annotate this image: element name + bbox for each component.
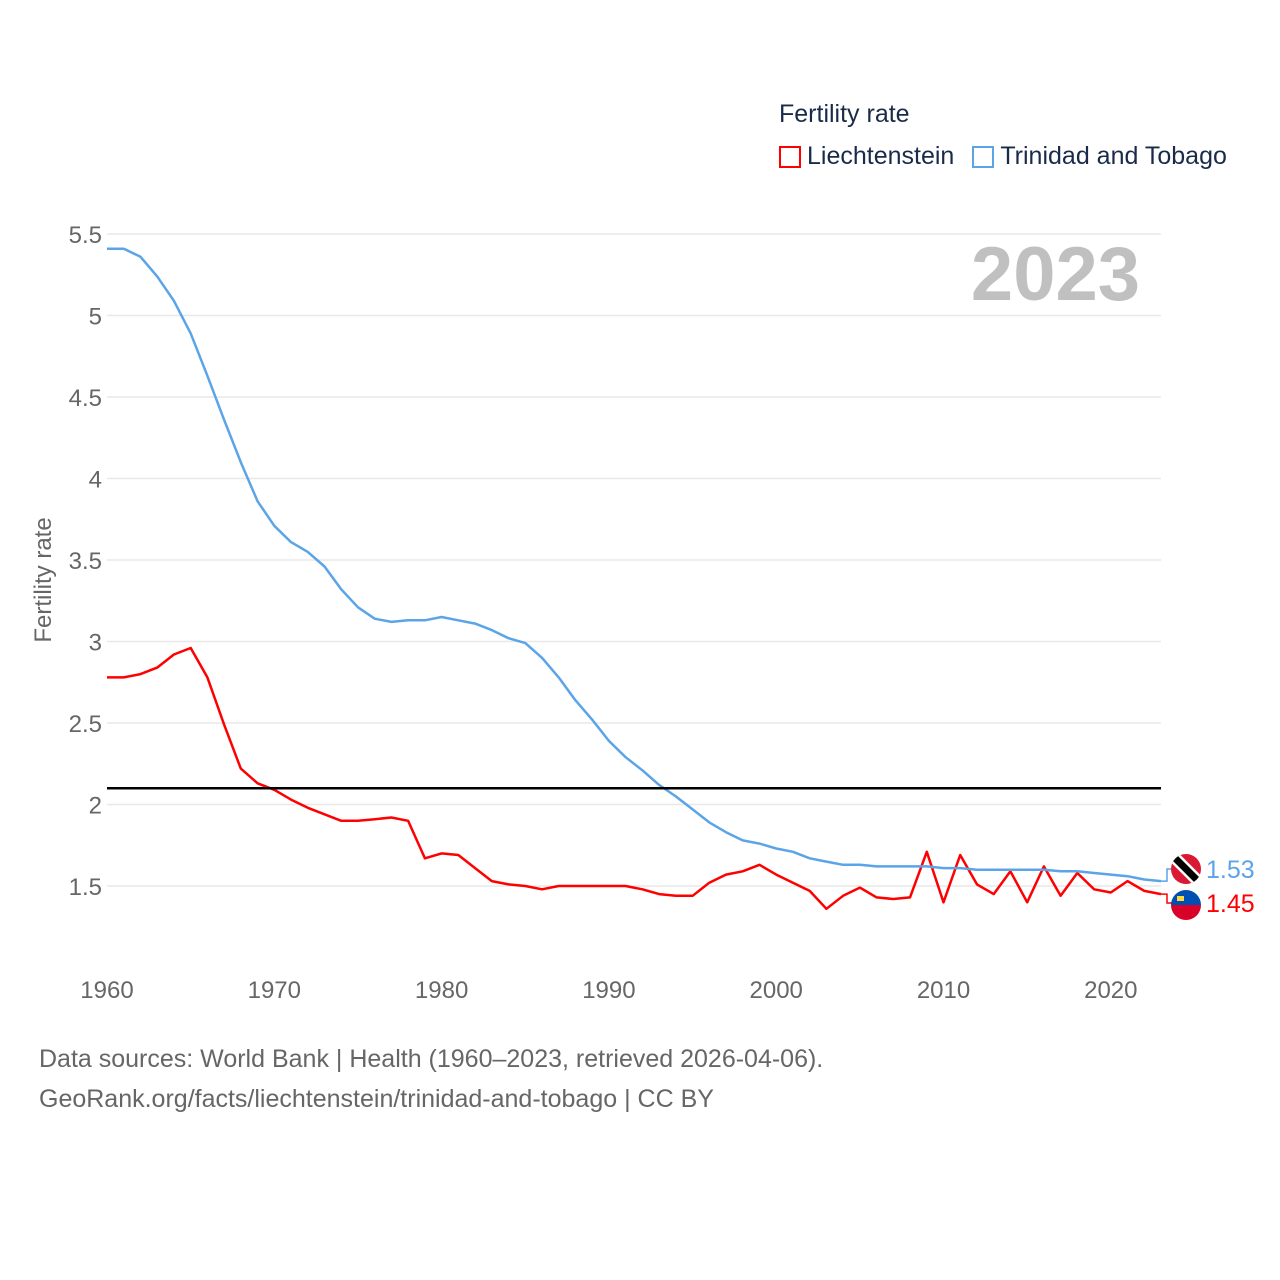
end-label-connector [1161, 893, 1173, 904]
liechtenstein-flag-icon [1171, 890, 1201, 920]
x-tick-label: 2010 [917, 977, 970, 1004]
legend-swatch-trinidad [972, 145, 995, 168]
series-line-liechtenstein [107, 646, 1162, 911]
x-tick-label: 1960 [80, 977, 133, 1004]
y-tick-label: 4.5 [69, 385, 102, 412]
legend: Liechtenstein Trinidad and Tobago [779, 142, 1227, 171]
end-value-label-trinidad: 1.53 [1206, 856, 1255, 884]
y-tick-label: 1.5 [69, 874, 102, 901]
legend-title: Fertility rate [779, 100, 910, 128]
x-tick-label: 1970 [248, 977, 301, 1004]
y-tick-label: 2.5 [69, 711, 102, 738]
y-tick-label: 3.5 [69, 548, 102, 575]
y-axis-label: Fertility rate [30, 517, 57, 642]
legend-item-liechtenstein[interactable]: Liechtenstein [779, 142, 954, 171]
trinidad-flag-icon [1171, 854, 1201, 884]
legend-label: Trinidad and Tobago [1000, 142, 1227, 170]
year-watermark: 2023 [971, 232, 1140, 317]
legend-item-trinidad[interactable]: Trinidad and Tobago [972, 142, 1227, 171]
footer-link[interactable]: GeoRank.org/facts/liechtenstein/trinidad… [39, 1085, 714, 1113]
y-tick-label: 4 [89, 467, 102, 494]
end-label-connector [1161, 868, 1173, 882]
y-tick-label: 3 [89, 630, 102, 657]
y-tick-label: 5 [89, 304, 102, 331]
series-line-trinidad-and-tobago [107, 247, 1162, 883]
end-value-label-liechtenstein: 1.45 [1206, 890, 1255, 918]
x-tick-label: 2000 [750, 977, 803, 1004]
x-tick-label: 1980 [415, 977, 468, 1004]
y-tick-label: 2 [89, 793, 102, 820]
legend-label: Liechtenstein [807, 142, 955, 170]
y-tick-label: 5.5 [69, 222, 102, 249]
legend-swatch-liechtenstein [779, 145, 801, 168]
x-tick-label: 2020 [1084, 977, 1137, 1004]
footer-source: Data sources: World Bank | Health (1960–… [39, 1045, 824, 1073]
x-tick-label: 1990 [582, 977, 635, 1004]
